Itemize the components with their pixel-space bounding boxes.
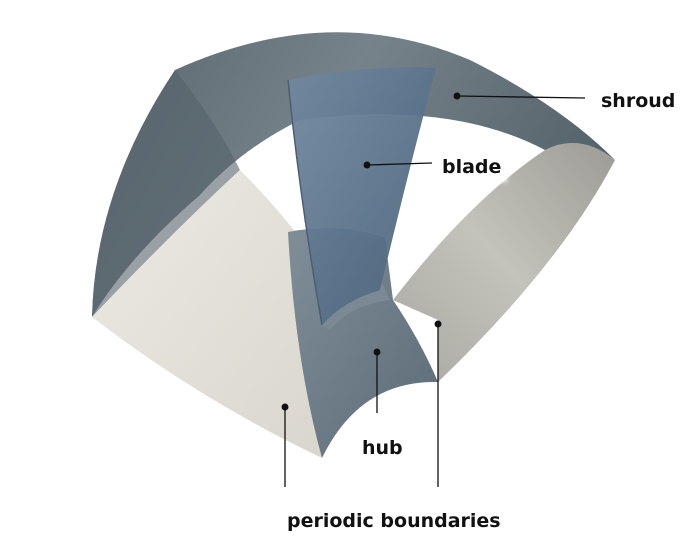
shroud-shading: [92, 70, 240, 317]
blade-surface: [288, 67, 436, 325]
hub-leader-dot: [373, 348, 381, 356]
leader-lines: [281, 92, 586, 487]
shroud-surface: [92, 32, 615, 318]
blade-leader: [366, 162, 433, 166]
hub-fillet: [322, 283, 390, 330]
periodic-leader-right-dot: [434, 320, 442, 328]
shroud-label: shroud: [597, 88, 680, 114]
shroud-leader-dot: [453, 92, 461, 100]
periodic-boundary-left: [92, 170, 322, 458]
shroud-leader: [456, 95, 586, 99]
periodic-boundary-right: [393, 142, 615, 382]
blade-edge: [287, 79, 323, 326]
hub-label: hub: [358, 435, 407, 461]
blade-leader-dot: [363, 161, 371, 169]
periodic-boundaries-label: periodic boundaries: [283, 508, 505, 534]
blade-label: blade: [438, 154, 506, 180]
periodic-leader-left-dot: [281, 403, 289, 411]
